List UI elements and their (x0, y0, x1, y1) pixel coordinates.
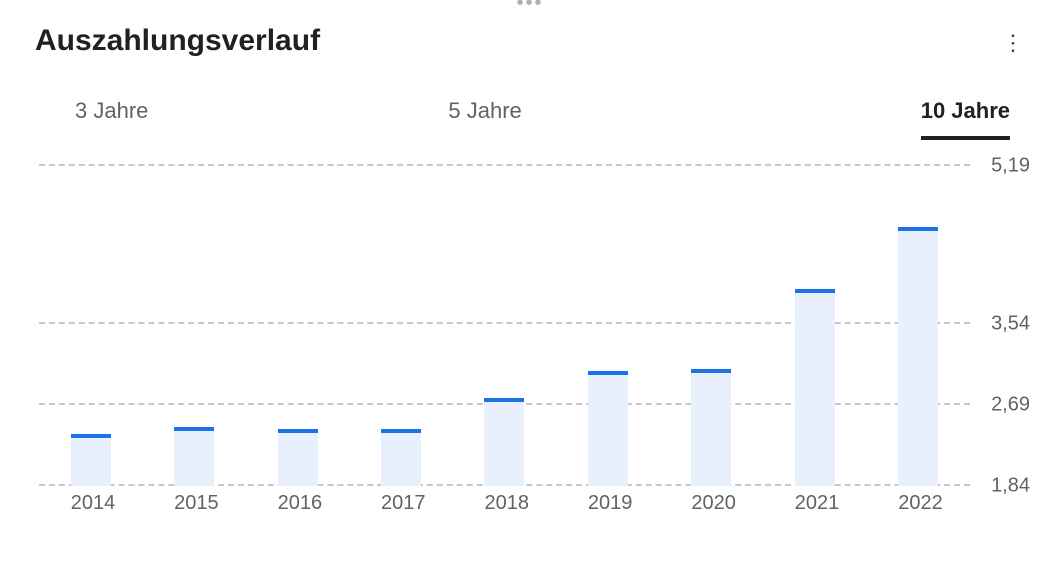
x-axis-label: 2021 (795, 486, 835, 516)
tab-10-jahre[interactable]: 10 Jahre (921, 98, 1010, 140)
tab-5-jahre[interactable]: 5 Jahre (448, 98, 521, 140)
bar-cap (381, 429, 421, 433)
bar-cap (484, 398, 524, 402)
x-axis-label: 2016 (278, 486, 318, 516)
x-axis-label: 2019 (588, 486, 628, 516)
y-axis-label: 3,54 (991, 312, 1030, 335)
y-axis-label: 2,69 (991, 393, 1030, 416)
bar-cap (71, 434, 111, 438)
y-axis-label: 1,84 (991, 475, 1030, 498)
bar[interactable] (795, 289, 835, 486)
bar-column (898, 166, 938, 486)
x-axis-label: 2022 (898, 486, 938, 516)
bar[interactable] (484, 398, 524, 486)
x-axis-label: 2014 (71, 486, 111, 516)
bar-column (588, 166, 628, 486)
bar[interactable] (898, 227, 938, 486)
bar-column (381, 166, 421, 486)
bar-column (795, 166, 835, 486)
tab-3-jahre[interactable]: 3 Jahre (75, 98, 148, 140)
bar-cap (795, 289, 835, 293)
bar-cap (278, 429, 318, 433)
bar[interactable] (174, 427, 214, 486)
x-axis-label: 2017 (381, 486, 421, 516)
x-axis-label: 2020 (691, 486, 731, 516)
payout-history-chart: 1,842,693,545,19 20142015201620172018201… (39, 166, 1030, 516)
drag-handle-icon: ••• (516, 0, 543, 6)
y-axis-label: 5,19 (991, 155, 1030, 178)
x-axis-label: 2018 (484, 486, 524, 516)
bar[interactable] (691, 369, 731, 486)
bar[interactable] (71, 434, 111, 486)
bar-column (71, 166, 111, 486)
bar-cap (588, 371, 628, 375)
range-tabs: 3 Jahre 5 Jahre 10 Jahre (35, 98, 1030, 140)
x-axis-label: 2015 (174, 486, 214, 516)
bar-column (174, 166, 214, 486)
bar-cap (174, 427, 214, 431)
bar-cap (691, 369, 731, 373)
bar[interactable] (278, 429, 318, 486)
bar[interactable] (588, 371, 628, 486)
bar-column (278, 166, 318, 486)
bar-column (484, 166, 524, 486)
page-title: Auszahlungsverlauf (35, 24, 320, 58)
bar-column (691, 166, 731, 486)
more-options-icon[interactable]: ⋮ (996, 28, 1030, 58)
bar[interactable] (381, 429, 421, 486)
bar-cap (898, 227, 938, 231)
